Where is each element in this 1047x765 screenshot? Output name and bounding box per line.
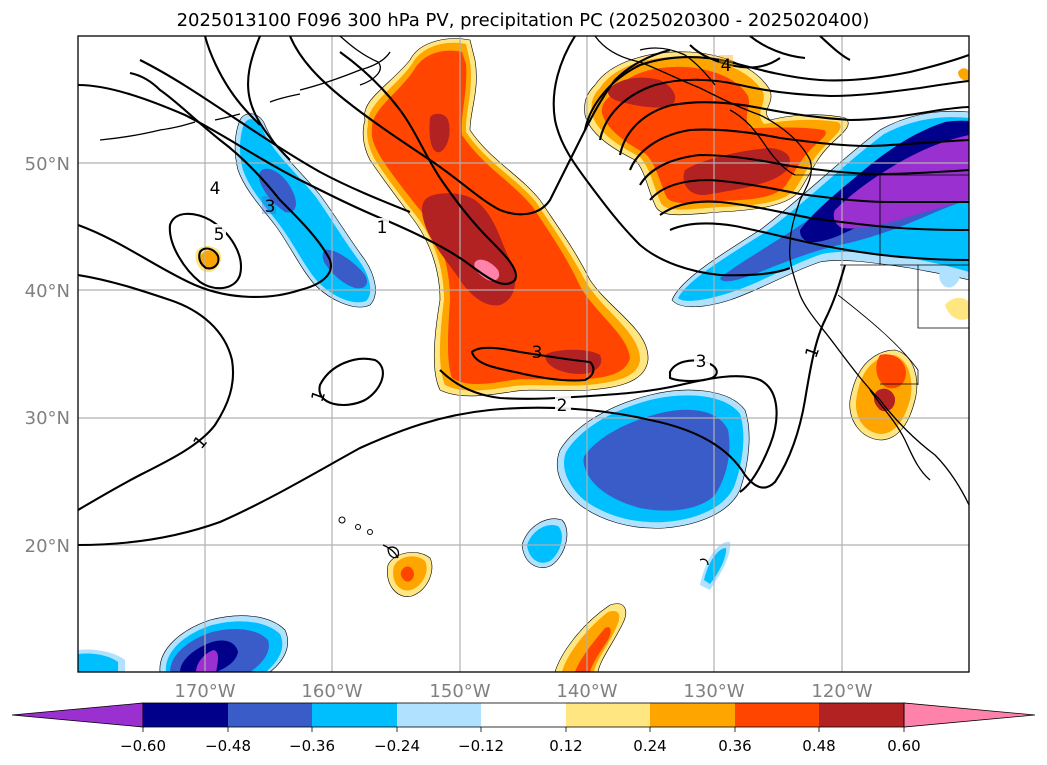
colorbar-extend-low [11,702,144,728]
contour-label: 3 [532,343,543,363]
colorbar-tick-label: −0.12 [458,737,504,755]
lon-tick-label: 160°W [301,681,362,702]
colorbar-segment [735,703,819,727]
colorbar-tick-label: 0.36 [718,737,751,755]
colorbar: −0.60 −0.48 −0.36 −0.24 −0.12 0.12 0.24 … [11,702,1036,755]
contour-label: 3 [696,352,707,372]
colorbar-segment [228,703,312,727]
pv-contours [78,36,969,547]
colorbar-tick-label: −0.24 [374,737,420,755]
latitude-labels: 50°N 40°N 30°N 20°N [25,154,70,557]
coastlines [99,36,969,566]
contour-label: 1 [377,218,388,238]
lat-tick-label: 40°N [25,281,70,302]
precip-anomaly-positive-central [362,38,649,397]
lat-tick-label: 20°N [25,536,70,557]
precip-anomaly-negative-southwest [78,615,289,672]
contour-label: 4 [210,179,221,199]
lon-tick-label: 120°W [811,681,872,702]
colorbar-segment [650,703,735,727]
contour-label: 3 [265,197,276,217]
contour-label: 4 [721,56,732,76]
colorbar-tick-label: −0.60 [120,737,166,755]
lon-tick-label: 150°W [429,681,490,702]
colorbar-tick-label: −0.48 [205,737,251,755]
colorbar-segment [566,703,650,727]
lon-tick-label: 140°W [556,681,617,702]
colorbar-segment [143,703,228,727]
colorbar-tick-label: 0.48 [802,737,835,755]
contour-label: 2 [557,396,568,416]
graticule [78,36,969,672]
colorbar-segment [312,703,397,727]
map-panel: 4 3 5 1 4 3 2 3 1 1 1 [78,36,969,672]
contour-label: 5 [214,225,225,245]
lat-tick-label: 30°N [25,408,70,429]
map-frame [77,35,970,673]
lat-tick-label: 50°N [25,154,70,175]
longitude-labels: 170°W 160°W 150°W 140°W 130°W 120°W [174,681,872,702]
lon-tick-label: 130°W [683,681,744,702]
colorbar-extend-high [903,702,1036,728]
colorbar-segment [397,703,481,727]
colorbar-tick-label: −0.36 [289,737,335,755]
precip-anomaly-negative-subtropical [521,389,750,590]
figure-title: 2025013100 F096 300 hPa PV, precipitatio… [177,10,870,31]
colorbar-segment [481,703,566,727]
lon-tick-label: 170°W [174,681,235,702]
colorbar-segment [819,703,904,727]
colorbar-tick-label: 0.12 [549,737,582,755]
colorbar-tick-label: 0.24 [633,737,666,755]
colorbar-tick-label: 0.60 [887,737,920,755]
